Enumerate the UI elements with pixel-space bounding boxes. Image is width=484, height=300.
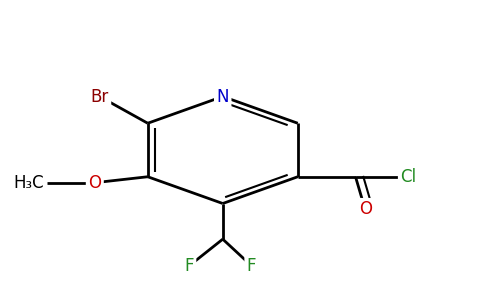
Text: O: O <box>88 174 101 192</box>
Text: H₃C: H₃C <box>14 174 44 192</box>
Text: F: F <box>184 257 194 275</box>
Text: F: F <box>247 257 257 275</box>
Text: Br: Br <box>91 88 109 106</box>
Text: N: N <box>216 88 229 106</box>
Text: O: O <box>359 200 372 218</box>
Text: Cl: Cl <box>400 168 417 186</box>
